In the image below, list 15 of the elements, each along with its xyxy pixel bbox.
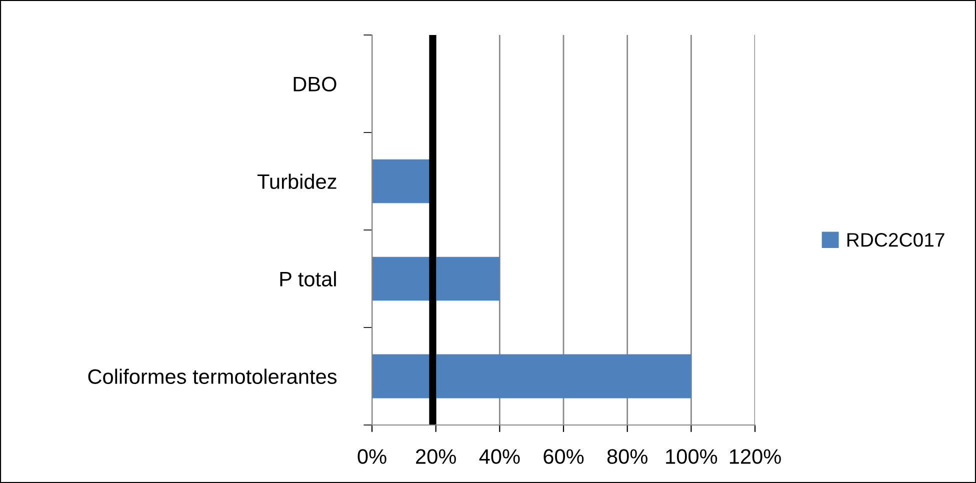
x-tick-label: 0% [358, 449, 386, 464]
x-tick-label: 40% [479, 449, 520, 464]
bar [372, 256, 500, 301]
x-tick-label: 20% [416, 449, 456, 464]
x-tick-label: 120% [730, 449, 781, 464]
y-tick-label: Turbidez [257, 174, 336, 190]
x-tick-label: 80% [607, 449, 648, 464]
x-tick-label: 100% [666, 449, 718, 464]
x-tick-label: 60% [544, 449, 584, 464]
y-tick-label: DBO [294, 76, 336, 92]
bar [372, 354, 692, 398]
bar [372, 159, 430, 204]
legend-label: RDC2C017 [847, 233, 944, 247]
y-tick-label: Coliformes termotolerantes [88, 368, 337, 384]
y-tick-label: P total [280, 271, 336, 287]
